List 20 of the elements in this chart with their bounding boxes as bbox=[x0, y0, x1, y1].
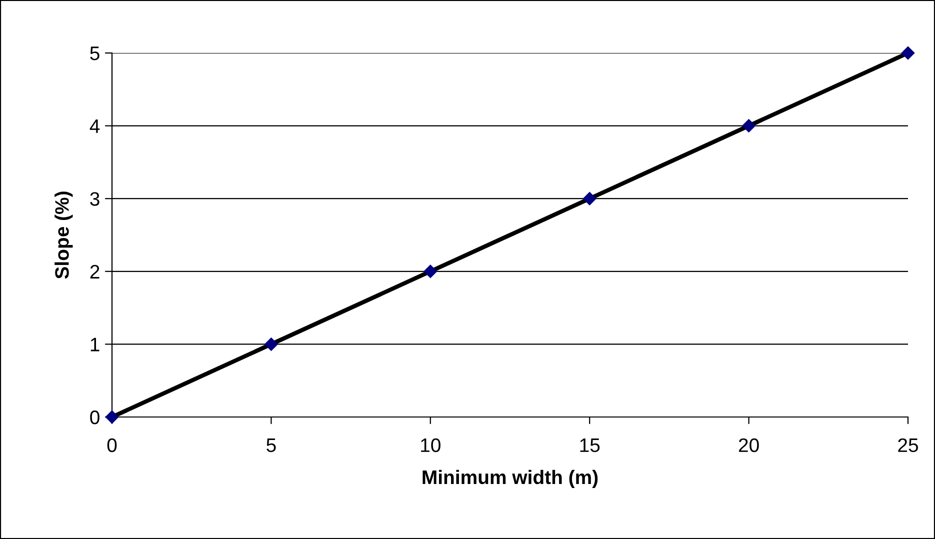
y-tick-label: 3 bbox=[90, 192, 100, 206]
y-tick-label: 1 bbox=[90, 338, 100, 352]
x-tick-label: 25 bbox=[898, 438, 918, 452]
y-tick-label: 2 bbox=[90, 264, 100, 278]
x-tick-label: 20 bbox=[738, 438, 759, 452]
point bbox=[901, 46, 915, 60]
x-tick-label: 10 bbox=[421, 438, 440, 452]
x-tick-label: 0 bbox=[107, 438, 117, 452]
point bbox=[742, 119, 756, 132]
point bbox=[583, 192, 596, 206]
x-tick-label: 5 bbox=[266, 438, 276, 452]
point bbox=[264, 338, 278, 351]
point bbox=[424, 264, 437, 278]
y-axis-title: Slope (%) bbox=[54, 192, 73, 279]
y-tick-label: 4 bbox=[90, 119, 100, 133]
x-tick-label: 15 bbox=[580, 438, 600, 452]
point bbox=[105, 410, 119, 424]
x-axis-title: Minimum width (m) bbox=[422, 470, 598, 488]
y-tick-label: 5 bbox=[90, 46, 100, 60]
y-tick-label: 0 bbox=[90, 410, 100, 424]
